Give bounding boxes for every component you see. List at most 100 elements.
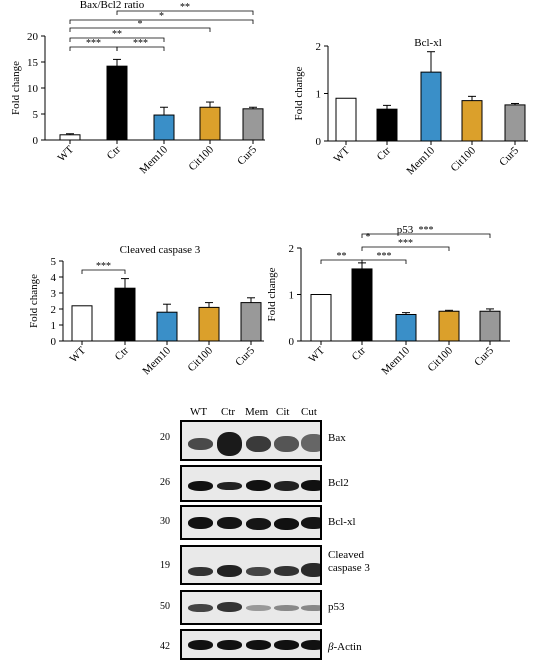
blot-lane-label: Cut: [301, 406, 317, 418]
y-tick-label: 1: [316, 89, 322, 101]
y-tick-label: 10: [27, 83, 39, 95]
y-axis-label: Fold change: [266, 267, 278, 321]
blot-mw-label: 20: [160, 432, 170, 443]
blot-band: [246, 436, 271, 452]
blot-strip-cleaved-caspase-3: [180, 545, 322, 585]
blot-strip-bax: [180, 420, 322, 461]
blot-band: [217, 565, 242, 577]
blot-band: [188, 640, 213, 650]
y-tick-label: 0: [33, 135, 39, 147]
chart-title: Bax/Bcl2 ratio: [80, 0, 145, 11]
blot-protein-label-suffix: -Actin: [333, 641, 362, 653]
blot-strip-p53: [180, 590, 322, 625]
blot-protein-label: β-Actin: [328, 641, 362, 654]
blot-mw-label: 50: [160, 601, 170, 612]
y-axis-label: Fold change: [10, 61, 22, 115]
blot-band: [188, 604, 213, 612]
blot-protein-label: Bcl-xl: [328, 516, 356, 528]
blot-band: [301, 517, 320, 529]
beta-symbol: β: [328, 641, 334, 653]
significance-bracket: [361, 233, 491, 238]
blot-protein-label-line: caspase 3: [328, 562, 370, 574]
blot-band: [217, 640, 242, 650]
significance-label: *: [366, 232, 371, 243]
blot-mw-label: 30: [160, 516, 170, 527]
significance-label: *: [138, 19, 143, 30]
blot-band: [246, 480, 271, 491]
blot-band: [217, 482, 242, 490]
y-tick-label: 2: [289, 243, 295, 255]
blot-strip-beta-actin: [180, 629, 322, 660]
significance-bracket: [116, 46, 165, 51]
significance-label: ***: [86, 38, 101, 49]
blot-band: [274, 481, 299, 491]
y-tick-label: 0: [51, 336, 57, 348]
blot-band: [274, 518, 299, 530]
y-tick-label: 5: [33, 109, 39, 121]
y-tick-label: 20: [27, 31, 39, 43]
blot-band: [246, 640, 271, 650]
y-tick-label: 1: [289, 290, 295, 302]
blot-protein-label: p53: [328, 601, 345, 613]
significance-bracket: [361, 246, 450, 251]
chart-title: p53: [397, 224, 414, 236]
blot-band: [246, 605, 271, 611]
blot-band: [274, 640, 299, 650]
significance-label: **: [112, 29, 122, 40]
blot-mw-label: 42: [160, 641, 170, 652]
significance-bracket: [81, 269, 126, 274]
y-tick-label: 5: [51, 256, 57, 268]
y-axis-label: Fold change: [28, 274, 40, 328]
chart-title: Bcl-xl: [414, 37, 442, 49]
blot-band: [301, 605, 320, 611]
significance-label: *: [159, 11, 164, 22]
blot-band: [301, 480, 320, 491]
y-tick-label: 2: [51, 304, 57, 316]
blot-protein-label: Cleaved caspase 3: [328, 549, 370, 575]
blot-band: [217, 432, 242, 456]
y-tick-label: 0: [316, 136, 322, 148]
blot-band: [301, 640, 320, 650]
blot-band: [188, 567, 213, 576]
blot-band: [274, 605, 299, 611]
y-axis-label: Fold change: [293, 66, 305, 120]
blot-band: [188, 517, 213, 529]
y-tick-label: 3: [51, 288, 57, 300]
blot-mw-label: 19: [160, 560, 170, 571]
significance-label: ***: [419, 225, 434, 236]
blot-band: [274, 566, 299, 576]
significance-label: ***: [133, 38, 148, 49]
significance-bracket: [116, 10, 254, 15]
blot-band: [246, 518, 271, 530]
significance-label: ***: [96, 261, 111, 272]
y-tick-label: 0: [289, 336, 295, 348]
blot-band: [217, 602, 242, 612]
blot-lane-label: Cit: [276, 406, 290, 418]
significance-bracket: [69, 27, 211, 32]
y-tick-label: 4: [51, 272, 57, 284]
y-tick-label: 15: [27, 57, 39, 69]
significance-bracket: [69, 37, 165, 42]
significance-bracket: [69, 19, 254, 24]
blot-protein-label: Bcl2: [328, 477, 349, 489]
blot-band: [301, 434, 320, 452]
chart-title: Cleaved caspase 3: [120, 244, 201, 256]
significance-label: ***: [398, 238, 413, 249]
significance-label: **: [180, 2, 190, 13]
y-tick-label: 2: [316, 41, 322, 53]
blot-band: [274, 436, 299, 452]
blot-lane-label: Ctr: [221, 406, 236, 418]
blot-protein-label: Bax: [328, 432, 346, 444]
significance-label: **: [337, 251, 347, 262]
y-tick-label: 1: [51, 320, 57, 332]
blot-lane-label: Mem: [245, 406, 269, 418]
blot-mw-label: 26: [160, 477, 170, 488]
significance-bracket: [361, 259, 407, 264]
blot-protein-label-line: Cleaved: [328, 549, 365, 561]
significance-label: ***: [377, 251, 392, 262]
blot-band: [301, 563, 320, 577]
